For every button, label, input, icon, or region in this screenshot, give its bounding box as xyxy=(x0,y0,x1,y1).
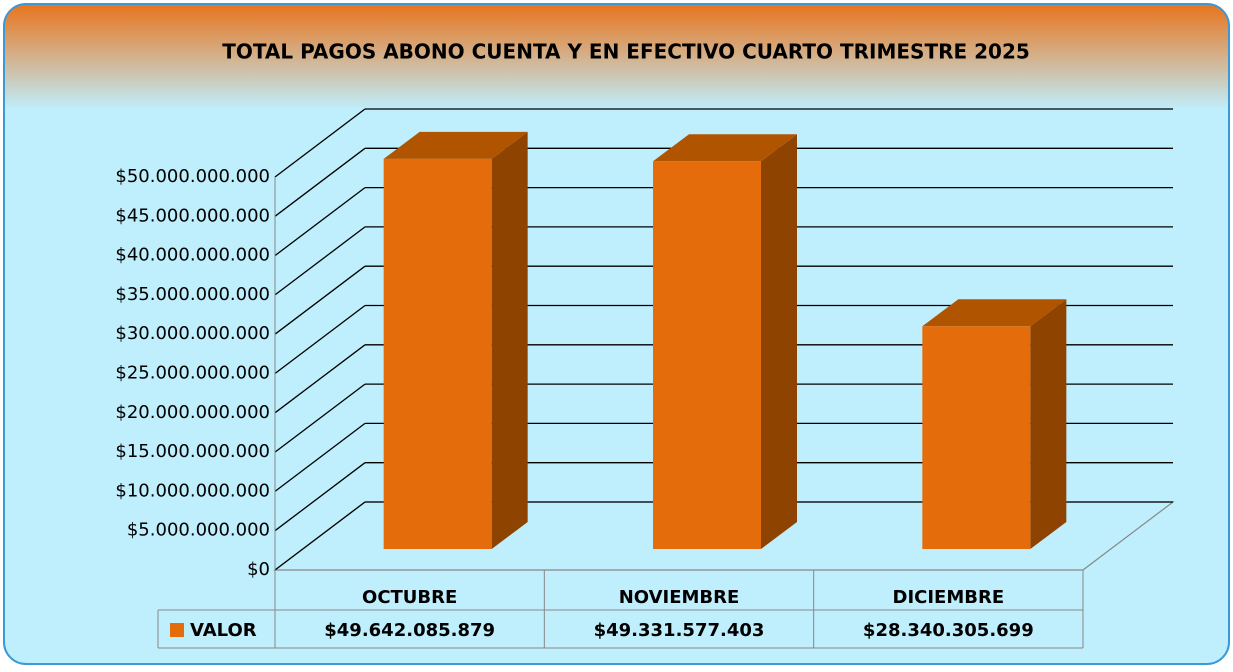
chart-title: TOTAL PAGOS ABONO CUENTA Y EN EFECTIVO C… xyxy=(222,40,1030,64)
y-tick-label: $15.000.000.000 xyxy=(115,441,270,462)
value-label: $28.340.305.699 xyxy=(863,620,1034,641)
bar xyxy=(383,158,492,549)
grid-line xyxy=(274,187,366,257)
bar-top xyxy=(922,299,1067,327)
y-tick-label: $40.000.000.000 xyxy=(115,245,270,266)
bar-top xyxy=(383,131,528,159)
grid-line xyxy=(274,383,366,453)
value-label: $49.642.085.879 xyxy=(324,620,495,641)
grid-line xyxy=(274,108,366,178)
y-tick-label: $0 xyxy=(247,559,270,580)
grid-line xyxy=(274,226,366,296)
bar-top xyxy=(653,134,797,162)
grid-line xyxy=(274,422,366,492)
plot: $0 $5.000.000.000 $10.000.000.000 $15.000.0… xyxy=(115,108,1175,649)
x-tick-label: NOVIEMBRE xyxy=(619,587,740,608)
bar-side xyxy=(491,131,528,549)
y-tick-label: $5.000.000.000 xyxy=(127,520,270,541)
y-tick-label: $45.000.000.000 xyxy=(115,205,270,226)
x-tick-label: OCTUBRE xyxy=(362,587,457,608)
y-tick-label: $35.000.000.000 xyxy=(115,284,270,305)
grid-line xyxy=(274,501,366,571)
x-tick-label: DICIEMBRE xyxy=(893,587,1005,608)
value-label: $49.331.577.403 xyxy=(594,620,765,641)
y-tick-label: $30.000.000.000 xyxy=(115,323,270,344)
legend-marker xyxy=(170,623,184,637)
y-tick-label: $10.000.000.000 xyxy=(115,480,270,501)
y-tick-label: $25.000.000.000 xyxy=(115,363,270,384)
bar xyxy=(922,326,1031,549)
legend-label: VALOR xyxy=(190,620,257,641)
grid-line xyxy=(274,462,366,532)
grid-line xyxy=(274,304,366,375)
grid-line xyxy=(274,265,366,335)
grid-line xyxy=(274,147,366,217)
y-tick-label: $20.000.000.000 xyxy=(115,402,270,423)
y-tick-label: $50.000.000.000 xyxy=(115,166,270,187)
bar-side xyxy=(1030,299,1067,549)
grid-line xyxy=(274,344,366,414)
bar xyxy=(653,161,761,550)
bar-side xyxy=(761,134,797,550)
